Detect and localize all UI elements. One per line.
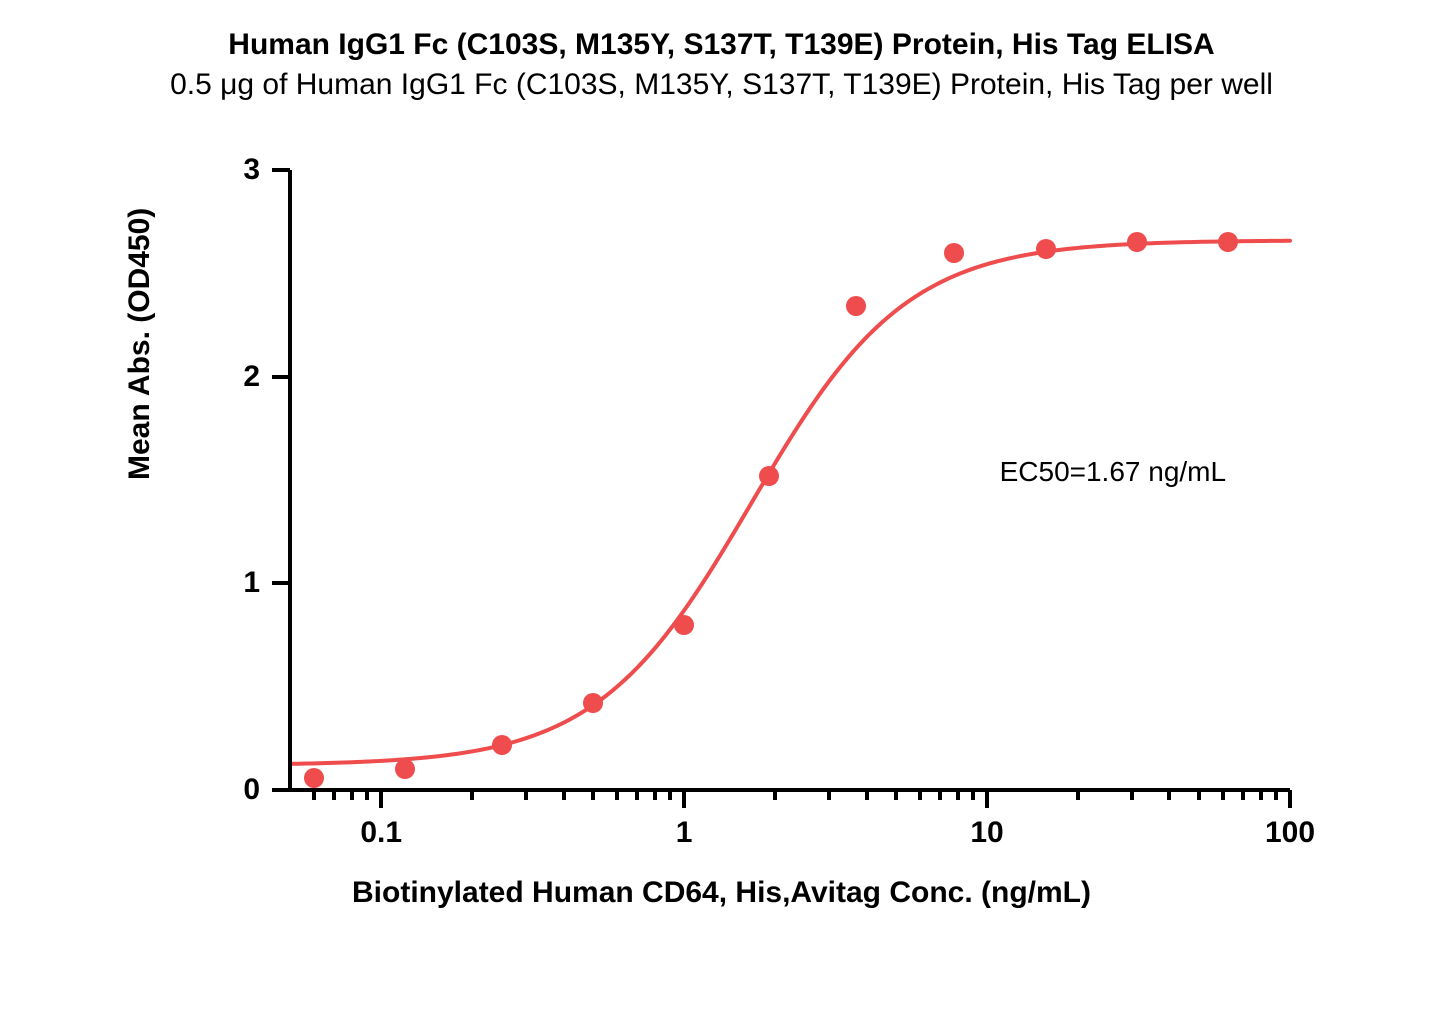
title-block: Human IgG1 Fc (C103S, M135Y, S137T, T139… bbox=[0, 28, 1443, 102]
y-tick bbox=[272, 581, 290, 585]
x-tick bbox=[379, 790, 383, 808]
y-tick-label: 2 bbox=[220, 360, 260, 394]
x-minor-tick bbox=[562, 790, 566, 800]
x-minor-tick bbox=[894, 790, 898, 800]
chart-title: Human IgG1 Fc (C103S, M135Y, S137T, T139… bbox=[0, 28, 1443, 62]
x-minor-tick bbox=[591, 790, 595, 800]
data-point bbox=[674, 615, 694, 635]
x-minor-tick bbox=[956, 790, 960, 800]
x-tick-label: 100 bbox=[1265, 816, 1315, 850]
x-minor-tick bbox=[365, 790, 369, 800]
y-tick bbox=[272, 168, 290, 172]
data-point bbox=[846, 296, 866, 316]
x-minor-tick bbox=[827, 790, 831, 800]
x-minor-tick bbox=[865, 790, 869, 800]
x-minor-tick bbox=[524, 790, 528, 800]
x-axis-label: Biotinylated Human CD64, His,Avitag Conc… bbox=[0, 876, 1443, 910]
x-minor-tick bbox=[1167, 790, 1171, 800]
data-point bbox=[304, 768, 324, 788]
ec50-annotation: EC50=1.67 ng/mL bbox=[1000, 456, 1227, 488]
y-tick-label: 1 bbox=[220, 566, 260, 600]
data-point bbox=[759, 466, 779, 486]
y-axis bbox=[288, 170, 292, 790]
x-minor-tick bbox=[1076, 790, 1080, 800]
data-point bbox=[1127, 232, 1147, 252]
x-tick-label: 10 bbox=[970, 816, 1003, 850]
y-tick-label: 0 bbox=[220, 773, 260, 807]
data-point bbox=[1218, 232, 1238, 252]
x-minor-tick bbox=[1130, 790, 1134, 800]
x-minor-tick bbox=[1221, 790, 1225, 800]
data-point bbox=[395, 759, 415, 779]
x-tick bbox=[985, 790, 989, 808]
x-minor-tick bbox=[773, 790, 777, 800]
data-point bbox=[1036, 239, 1056, 259]
data-point bbox=[583, 693, 603, 713]
x-minor-tick bbox=[312, 790, 316, 800]
x-tick bbox=[1288, 790, 1292, 808]
x-minor-tick bbox=[938, 790, 942, 800]
y-tick bbox=[272, 788, 290, 792]
data-point bbox=[944, 243, 964, 263]
x-minor-tick bbox=[1197, 790, 1201, 800]
x-minor-tick bbox=[971, 790, 975, 800]
x-minor-tick bbox=[668, 790, 672, 800]
x-minor-tick bbox=[615, 790, 619, 800]
y-tick bbox=[272, 375, 290, 379]
x-minor-tick bbox=[635, 790, 639, 800]
x-minor-tick bbox=[332, 790, 336, 800]
x-minor-tick bbox=[350, 790, 354, 800]
data-point bbox=[492, 735, 512, 755]
x-minor-tick bbox=[470, 790, 474, 800]
x-axis bbox=[288, 788, 1290, 792]
x-minor-tick bbox=[1259, 790, 1263, 800]
fit-curve-path bbox=[290, 241, 1290, 764]
x-tick-label: 1 bbox=[676, 816, 693, 850]
y-tick-label: 3 bbox=[220, 153, 260, 187]
x-tick bbox=[682, 790, 686, 808]
x-tick-label: 0.1 bbox=[360, 816, 402, 850]
x-minor-tick bbox=[653, 790, 657, 800]
chart-container: Human IgG1 Fc (C103S, M135Y, S137T, T139… bbox=[0, 0, 1443, 1032]
x-minor-tick bbox=[1241, 790, 1245, 800]
chart-subtitle: 0.5 μg of Human IgG1 Fc (C103S, M135Y, S… bbox=[0, 68, 1443, 102]
x-minor-tick bbox=[1274, 790, 1278, 800]
x-minor-tick bbox=[918, 790, 922, 800]
